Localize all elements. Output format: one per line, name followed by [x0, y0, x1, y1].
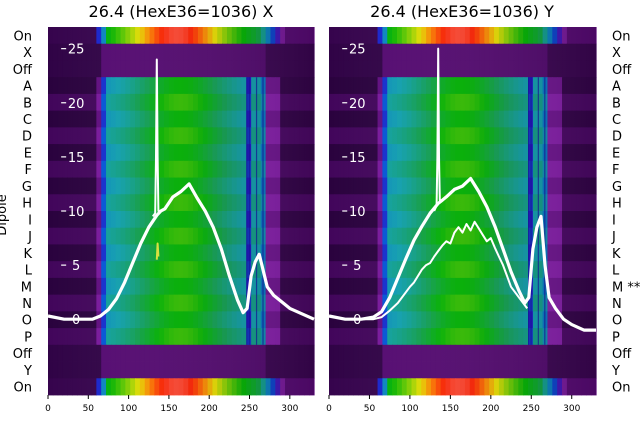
x-tick-label: 250 — [241, 404, 258, 414]
x-tick-label: 0 — [45, 404, 51, 414]
row-label: C — [612, 113, 621, 128]
row-label: On — [14, 381, 32, 396]
row-label: Off — [612, 347, 632, 362]
row-label: H — [612, 197, 622, 212]
row-label: K — [612, 247, 621, 262]
row-label: Off — [13, 347, 33, 362]
row-label: C — [23, 113, 32, 128]
row-label: J — [27, 230, 32, 245]
row-label: I — [612, 213, 616, 228]
row-label: D — [612, 130, 622, 145]
x-tick-label: 0 — [326, 404, 332, 414]
row-label: F — [25, 163, 32, 178]
row-label: X — [23, 46, 32, 61]
x-tick-label: 150 — [442, 404, 459, 414]
overlay-series-line — [361, 220, 529, 321]
edge-shade — [329, 27, 596, 395]
row-label: O — [22, 314, 32, 329]
row-label: B — [612, 96, 621, 111]
overlay-tick-label: 25 — [349, 43, 366, 58]
row-label: Off — [612, 63, 632, 78]
x-tick-label: 50 — [83, 404, 95, 414]
overlay-tick-label: 15 — [68, 151, 85, 166]
x-tick-label: 100 — [120, 404, 137, 414]
row-label: F — [612, 163, 619, 178]
overlay-series-line — [328, 176, 596, 332]
row-label: Y — [23, 364, 32, 379]
row-label: K — [23, 247, 32, 262]
x-tick-label: 100 — [401, 404, 418, 414]
overlay-tick-label: 20 — [349, 97, 366, 112]
overlay-tick-label: 20 — [68, 97, 85, 112]
overlay-series-line — [433, 47, 443, 212]
row-label: Off — [13, 63, 33, 78]
row-label: On — [612, 29, 630, 44]
x-tick-label: 200 — [201, 404, 218, 414]
row-label: On — [14, 29, 32, 44]
x-tick-label: 150 — [160, 404, 177, 414]
x-tick-label: 300 — [563, 404, 580, 414]
row-label: L — [25, 264, 33, 279]
overlay-tick-label: 5 — [353, 259, 361, 274]
row-label: On — [612, 381, 630, 396]
edge-shade — [48, 27, 314, 395]
row-label: L — [612, 264, 620, 279]
chart-title-left: 26.4 (HexE36=1036) X — [89, 2, 274, 21]
row-label: P — [24, 331, 32, 346]
chart-title-right: 26.4 (HexE36=1036) Y — [370, 2, 554, 21]
overlay-tick-label: 15 — [349, 151, 366, 166]
row-label: A — [23, 80, 32, 95]
overlay-tick-label: 10 — [349, 205, 366, 220]
row-label: A — [612, 80, 621, 95]
row-label: I — [28, 213, 32, 228]
overlay-series-line — [47, 182, 315, 321]
row-label: Y — [611, 364, 620, 379]
overlay-tick-label: 10 — [68, 205, 85, 220]
row-label: M ** — [612, 280, 640, 295]
x-tick-label: 300 — [281, 404, 298, 414]
y-axis-label: Dipole — [0, 194, 10, 235]
row-label: J — [611, 230, 616, 245]
row-label: G — [22, 180, 32, 195]
x-tick-label: 50 — [364, 404, 376, 414]
overlay-series-line — [152, 58, 161, 217]
row-label: E — [24, 147, 32, 162]
row-label: M — [21, 280, 32, 295]
row-label: N — [22, 297, 32, 312]
overlay-tick-label: 25 — [68, 43, 85, 58]
x-tick-label: 250 — [523, 404, 540, 414]
row-label: H — [22, 197, 32, 212]
row-label: G — [612, 180, 622, 195]
row-label: E — [612, 147, 620, 162]
x-tick-label: 200 — [482, 404, 499, 414]
row-label: O — [612, 314, 622, 329]
row-label: P — [612, 331, 620, 346]
row-label: N — [612, 297, 622, 312]
row-label: B — [23, 96, 32, 111]
overlay-series-line — [155, 242, 160, 260]
row-label: X — [612, 46, 621, 61]
row-label: D — [22, 130, 32, 145]
overlay-tick-label: 5 — [72, 259, 80, 274]
